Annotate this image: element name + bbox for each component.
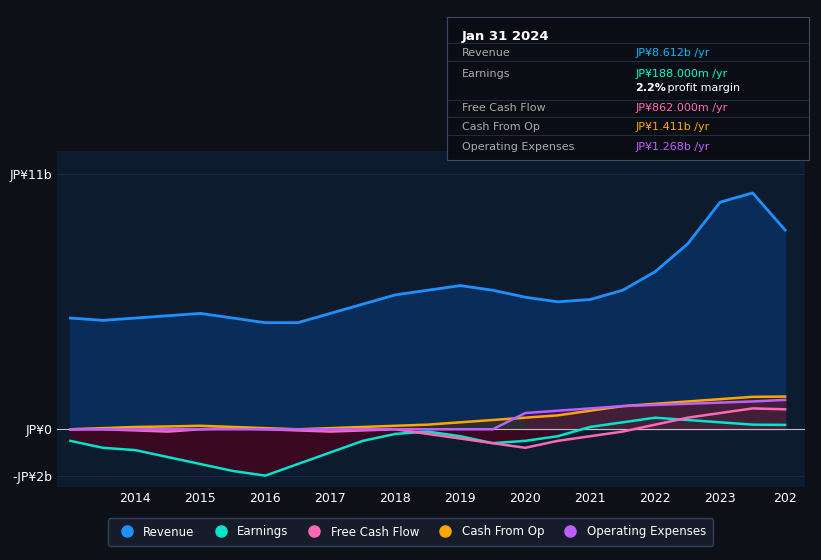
Text: 2.2%: 2.2% [635,83,666,93]
Text: Operating Expenses: Operating Expenses [462,142,574,152]
Text: JP¥8.612b /yr: JP¥8.612b /yr [635,48,709,58]
Text: Earnings: Earnings [462,69,511,79]
Text: profit margin: profit margin [664,83,741,93]
Legend: Revenue, Earnings, Free Cash Flow, Cash From Op, Operating Expenses: Revenue, Earnings, Free Cash Flow, Cash … [108,519,713,545]
Text: JP¥1.411b /yr: JP¥1.411b /yr [635,122,709,132]
Text: JP¥862.000m /yr: JP¥862.000m /yr [635,103,727,113]
Text: JP¥1.268b /yr: JP¥1.268b /yr [635,142,709,152]
Text: Jan 31 2024: Jan 31 2024 [462,30,549,43]
Text: JP¥188.000m /yr: JP¥188.000m /yr [635,69,727,79]
Text: Free Cash Flow: Free Cash Flow [462,103,545,113]
Text: Revenue: Revenue [462,48,511,58]
Text: Cash From Op: Cash From Op [462,122,539,132]
